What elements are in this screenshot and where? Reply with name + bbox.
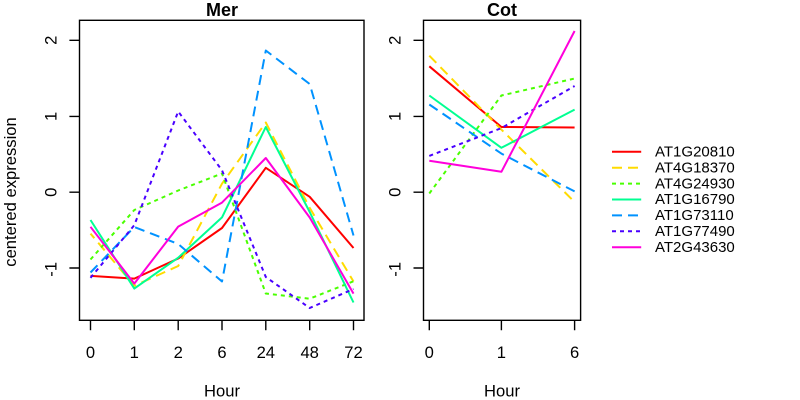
svg-text:Cot: Cot xyxy=(487,0,517,20)
svg-text:1: 1 xyxy=(386,112,405,121)
svg-text:6: 6 xyxy=(570,343,579,362)
svg-text:AT1G73110: AT1G73110 xyxy=(655,207,734,224)
svg-text:1: 1 xyxy=(42,112,61,121)
svg-text:Hour: Hour xyxy=(484,382,520,400)
svg-text:0: 0 xyxy=(86,343,95,362)
svg-text:Mer: Mer xyxy=(206,0,238,20)
svg-text:centered expression: centered expression xyxy=(1,117,20,266)
svg-text:1: 1 xyxy=(497,343,506,362)
svg-text:AT4G24930: AT4G24930 xyxy=(655,175,735,192)
svg-text:1: 1 xyxy=(130,343,139,362)
svg-text:0: 0 xyxy=(386,188,405,197)
svg-text:0: 0 xyxy=(42,188,61,197)
svg-text:0: 0 xyxy=(425,343,434,362)
svg-text:AT2G43630: AT2G43630 xyxy=(655,239,735,256)
svg-text:2: 2 xyxy=(42,36,61,45)
svg-text:AT1G20810: AT1G20810 xyxy=(655,144,735,161)
svg-text:72: 72 xyxy=(344,343,362,362)
svg-text:6: 6 xyxy=(217,343,226,362)
svg-text:48: 48 xyxy=(300,343,318,362)
svg-text:2: 2 xyxy=(386,36,405,45)
svg-text:2: 2 xyxy=(174,343,183,362)
svg-text:24: 24 xyxy=(257,343,275,362)
svg-text:AT1G77490: AT1G77490 xyxy=(655,223,735,240)
svg-text:-1: -1 xyxy=(42,262,61,277)
svg-text:AT4G18370: AT4G18370 xyxy=(655,159,735,176)
svg-text:AT1G16790: AT1G16790 xyxy=(655,191,735,208)
svg-text:-1: -1 xyxy=(386,262,405,277)
svg-text:Hour: Hour xyxy=(204,382,240,400)
